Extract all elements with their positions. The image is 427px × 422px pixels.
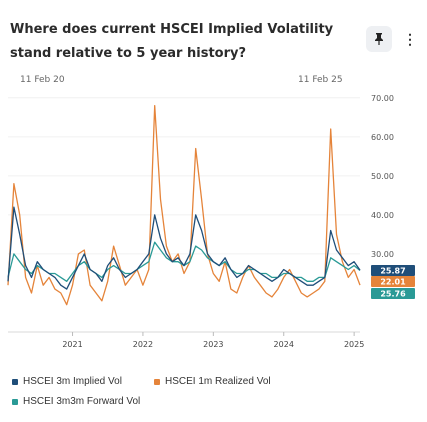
series-line [7, 104, 361, 306]
last-value-label: 25.87 [380, 267, 405, 276]
x-tick-label: 2025 [344, 340, 364, 349]
x-tick-label: 2023 [203, 340, 223, 349]
legend-item-realized[interactable]: HSCEI 1m Realized Vol [154, 376, 271, 387]
more-options-button[interactable]: ⋮ [402, 28, 418, 50]
range-start-label: 11 Feb 20 [20, 75, 65, 85]
last-value-badge [371, 276, 415, 287]
grid-lines [8, 97, 360, 333]
legend-item-implied[interactable]: HSCEI 3m Implied Vol [12, 376, 122, 387]
last-value-badges: 25.87 22.01 25.76 [371, 265, 415, 299]
legend-swatch-implied [12, 378, 18, 385]
y-tick-label: 70.00 [371, 94, 394, 103]
legend-item-forward[interactable]: HSCEI 3m3m Forward Vol [12, 396, 140, 407]
y-tick-label: 30.00 [371, 250, 394, 259]
pin-button[interactable] [366, 26, 392, 52]
last-value-badge [371, 288, 415, 299]
y-axis: 30.00 40.00 50.00 60.00 70.00 [371, 94, 394, 259]
legend-label-realized: HSCEI 1m Realized Vol [165, 376, 271, 387]
x-tick-label: 2024 [274, 340, 294, 349]
range-end-label: 11 Feb 25 [298, 75, 343, 85]
chart-title: Where does current HSCEI Implied Volatil… [10, 22, 334, 61]
legend-swatch-forward [12, 398, 18, 405]
y-tick-label: 50.00 [371, 172, 394, 181]
series-line [7, 206, 361, 290]
last-value-label: 25.76 [380, 290, 406, 299]
series-line [7, 241, 361, 282]
series-lines [7, 104, 361, 306]
y-tick-label: 60.00 [371, 133, 394, 142]
more-vertical-icon: ⋮ [403, 30, 417, 47]
legend-label-implied: HSCEI 3m Implied Vol [23, 376, 122, 387]
legend-label-forward: HSCEI 3m3m Forward Vol [23, 396, 141, 407]
x-axis: 2021 2022 2023 2024 2025 [62, 332, 364, 349]
y-tick-label: 40.00 [371, 211, 394, 220]
x-tick-label: 2021 [62, 340, 82, 349]
x-tick-label: 2022 [133, 340, 153, 349]
line-chart: 11 Feb 20 11 Feb 25 30.00 40.00 50.00 60.00… [7, 75, 415, 349]
last-value-badge [371, 265, 415, 276]
legend-swatch-realized [154, 378, 160, 385]
pin-icon [375, 33, 383, 45]
last-value-label: 22.01 [380, 278, 406, 287]
